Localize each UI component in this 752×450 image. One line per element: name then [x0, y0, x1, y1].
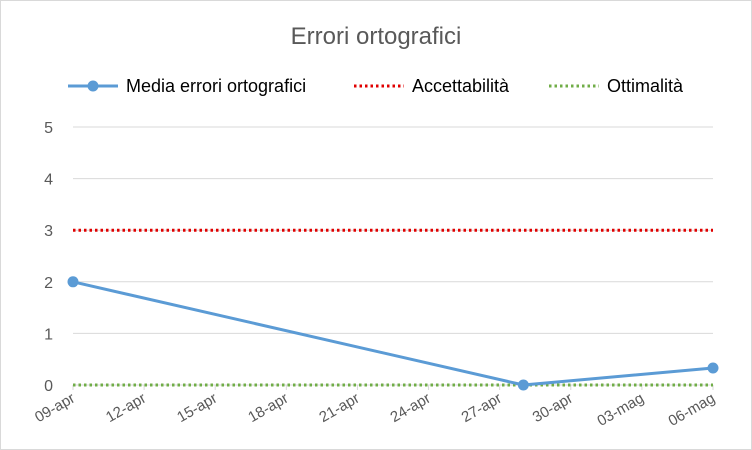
- legend-marker-media: [87, 80, 99, 92]
- y-tick-label: 1: [44, 326, 53, 343]
- data-point: [707, 362, 719, 374]
- gridlines: [73, 126, 713, 386]
- x-tick-label: 30-apr: [530, 390, 576, 426]
- x-tick-label: 06-mag: [665, 390, 718, 430]
- y-axis-ticks: 0 1 2 3 4 5: [44, 120, 53, 395]
- legend-item-media: Media errori ortografici: [68, 76, 306, 96]
- x-tick-label: 18-apr: [245, 390, 291, 426]
- series-layer: [67, 228, 719, 391]
- y-tick-label: 4: [44, 172, 53, 189]
- data-point: [67, 276, 79, 288]
- legend-item-accettabilita: Accettabilità: [354, 76, 510, 96]
- legend-item-ottimalita: Ottimalità: [549, 76, 684, 96]
- x-tick-label: 27-apr: [459, 390, 505, 426]
- legend: Media errori ortografici Accettabilità O…: [68, 76, 684, 96]
- x-tick-label: 12-apr: [103, 390, 149, 426]
- data-point: [517, 379, 529, 391]
- x-tick-label: 21-apr: [316, 390, 362, 426]
- legend-label-accettabilita: Accettabilità: [412, 76, 510, 96]
- legend-label-ottimalita: Ottimalità: [607, 76, 684, 96]
- x-tick-label: 03-mag: [594, 390, 647, 430]
- y-tick-label: 2: [44, 275, 53, 292]
- y-tick-label: 5: [44, 120, 53, 137]
- x-tick-label: 09-apr: [32, 390, 78, 426]
- x-tick-label: 24-apr: [388, 390, 434, 426]
- x-tick-label: 15-apr: [174, 390, 220, 426]
- y-tick-label: 3: [44, 223, 53, 240]
- y-tick-label: 0: [44, 378, 53, 395]
- x-axis-ticks: 09-apr 12-apr 15-apr 18-apr 21-apr 24-apr 27-a…: [32, 385, 718, 430]
- legend-label-media: Media errori ortografici: [126, 76, 306, 96]
- chart-title: Errori ortografici: [291, 23, 462, 50]
